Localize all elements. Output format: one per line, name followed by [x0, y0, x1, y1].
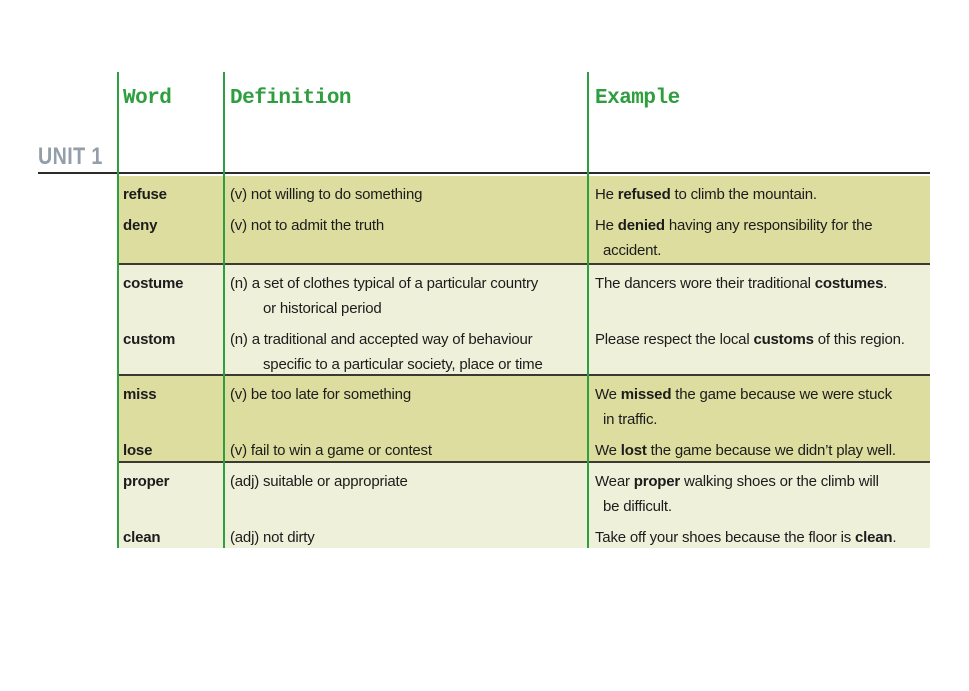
column-divider-left [117, 72, 119, 548]
definition-cell: (n) a set of clothes typical of a partic… [223, 271, 587, 321]
column-divider-definition-example [587, 72, 589, 548]
vocab-entry: miss (v) be too late for something We miss… [117, 382, 930, 432]
example-cell: We missed the game because we were stuck… [587, 382, 930, 432]
definition-line: (v) fail to win a game or contest [230, 442, 432, 459]
definition-cell: (adj) suitable or appropriate [223, 469, 587, 519]
header-definition: Definition [230, 87, 352, 110]
example-cell: Please respect the local customs of this… [587, 327, 930, 374]
table-row: costume (n) a set of clothes typical of a… [117, 263, 930, 374]
example-line: in traffic. [603, 411, 658, 428]
definition-line: (n) a set of clothes typical of a partic… [230, 275, 539, 292]
word-cell: refuse [123, 186, 167, 203]
unit-rule-divider [38, 172, 930, 174]
definition-cell: (v) fail to win a game or contest [223, 438, 587, 461]
vocab-entry: clean (adj) not dirty Take off your shoes … [117, 525, 930, 548]
definition-line: (adj) suitable or appropriate [230, 473, 408, 490]
definition-line: (n) a traditional and accepted way of be… [230, 331, 533, 348]
definition-line: (adj) not dirty [230, 529, 315, 546]
column-divider-word-definition [223, 72, 225, 548]
table-row: miss (v) be too late for something We miss… [117, 374, 930, 461]
table-rows: refuse (v) not willing to do something He … [117, 176, 930, 548]
example-cell: Take off your shoes because the floor is… [587, 525, 930, 548]
vocab-entry: refuse (v) not willing to do something He … [117, 182, 930, 207]
vocab-entry: costume (n) a set of clothes typical of a… [117, 271, 930, 321]
example-line: be difficult. [603, 498, 672, 515]
example-line: accident. [603, 242, 662, 259]
example-cell: He denied having any responsibility for … [587, 213, 930, 263]
table-row: refuse (v) not willing to do something He … [117, 176, 930, 263]
definition-line: specific to a particular society, place … [263, 356, 543, 373]
word-cell: lose [123, 442, 153, 459]
example-line: Please respect the local customs of this… [595, 331, 905, 348]
definition-cell: (adj) not dirty [223, 525, 587, 548]
example-line: He refused to climb the mountain. [595, 186, 817, 203]
example-cell: We lost the game because we didn’t play … [587, 438, 930, 461]
word-cell: costume [123, 275, 184, 292]
vocab-entry: deny (v) not to admit the truth He denied … [117, 213, 930, 263]
definition-line: (v) not to admit the truth [230, 217, 385, 234]
example-line: Wear proper walking shoes or the climb w… [595, 473, 879, 490]
definition-cell: (v) not willing to do something [223, 182, 587, 207]
definition-cell: (n) a traditional and accepted way of be… [223, 327, 587, 374]
example-line: Take off your shoes because the floor is… [595, 529, 897, 546]
example-line: We missed the game because we were stuck [595, 386, 892, 403]
example-cell: Wear proper walking shoes or the climb w… [587, 469, 930, 519]
definition-line: (v) be too late for something [230, 386, 411, 403]
unit-label: UNIT 1 [38, 143, 103, 170]
example-line: We lost the game because we didn’t play … [595, 442, 896, 459]
vocab-entry: custom (n) a traditional and accepted way… [117, 327, 930, 374]
word-cell: clean [123, 529, 161, 546]
example-line: The dancers wore their traditional costu… [595, 275, 888, 292]
word-cell: deny [123, 217, 158, 234]
example-cell: The dancers wore their traditional costu… [587, 271, 930, 321]
word-cell: proper [123, 473, 170, 490]
definition-line: (v) not willing to do something [230, 186, 423, 203]
header-word: Word [123, 87, 172, 110]
definition-cell: (v) not to admit the truth [223, 213, 587, 263]
word-cell: miss [123, 386, 157, 403]
definition-cell: (v) be too late for something [223, 382, 587, 432]
table-header: Word Definition Example [117, 72, 930, 174]
vocab-entry: lose (v) fail to win a game or contest We … [117, 438, 930, 461]
example-cell: He refused to climb the mountain. [587, 182, 930, 207]
table-row: proper (adj) suitable or appropriate Wear … [117, 461, 930, 548]
header-example: Example [595, 87, 680, 110]
example-line: He denied having any responsibility for … [595, 217, 873, 234]
vocab-table: Word Definition Example refuse (v) not wi… [117, 72, 930, 548]
vocab-entry: proper (adj) suitable or appropriate Wear … [117, 469, 930, 519]
word-cell: custom [123, 331, 176, 348]
definition-line: or historical period [263, 300, 382, 317]
